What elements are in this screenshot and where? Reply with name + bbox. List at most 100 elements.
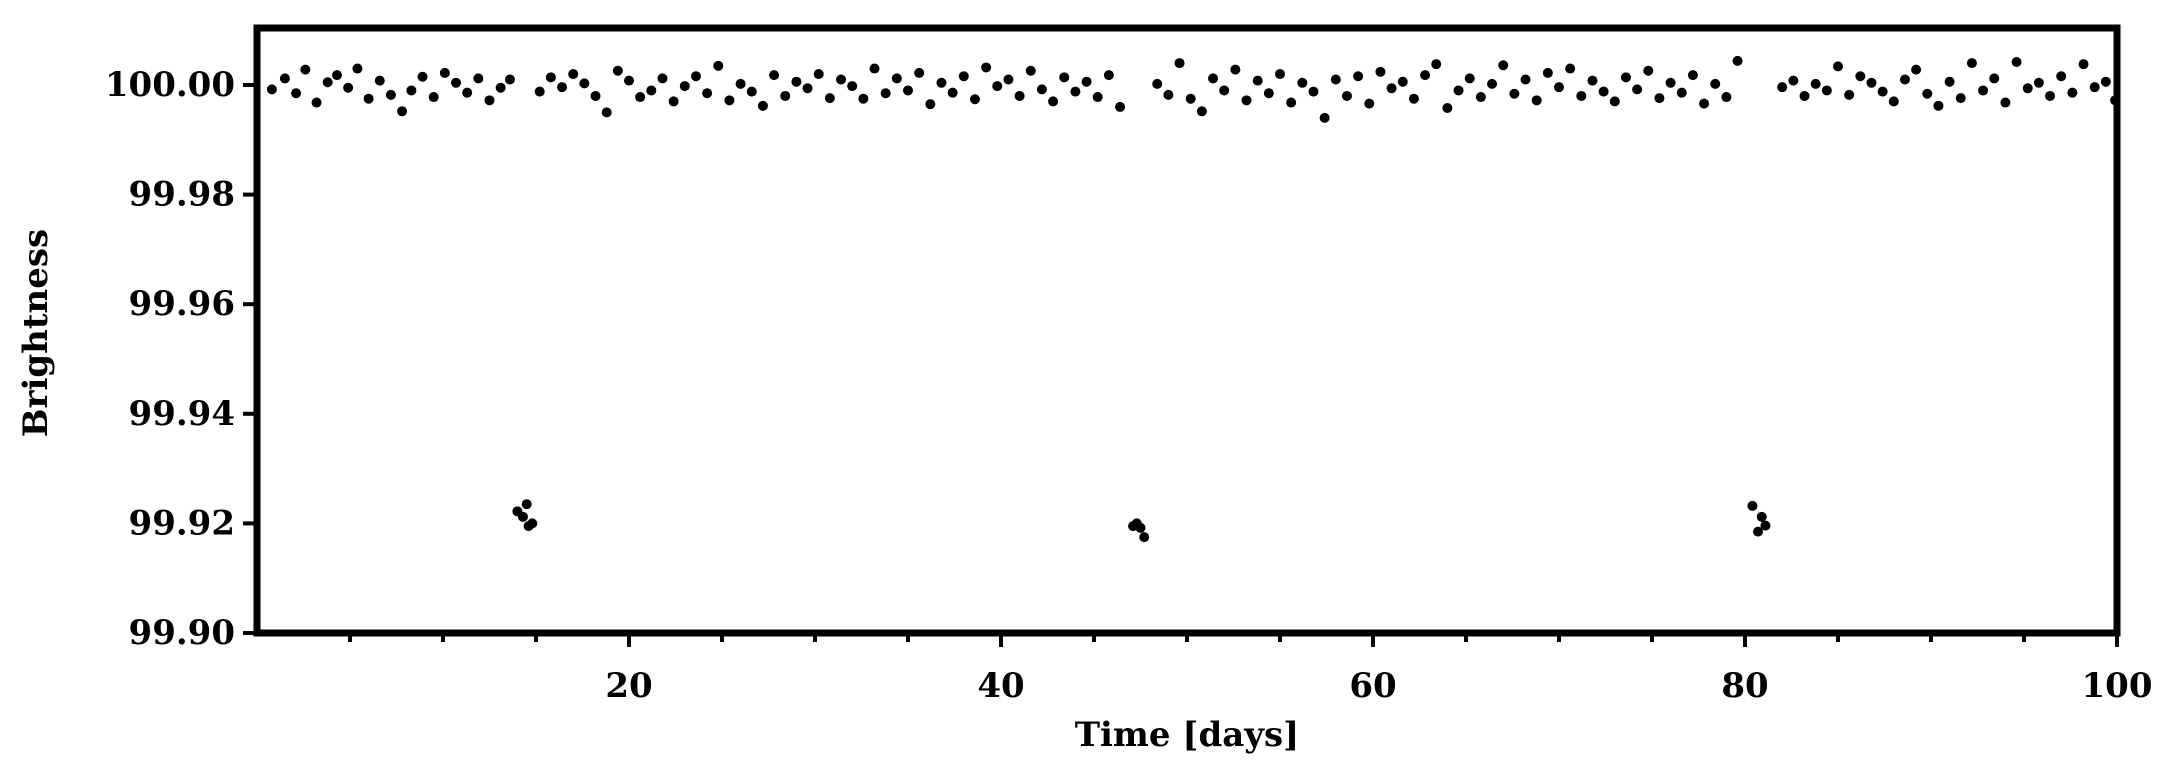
data-point <box>1297 77 1308 88</box>
data-point <box>969 94 980 105</box>
data-point <box>1855 71 1866 82</box>
data-point <box>1185 93 1196 104</box>
data-point <box>1014 90 1025 101</box>
data-point <box>1620 72 1631 83</box>
data-point <box>1353 71 1364 82</box>
data-point <box>1475 92 1486 103</box>
data-point <box>1386 83 1397 94</box>
data-point <box>1911 64 1922 75</box>
data-point <box>1003 74 1014 85</box>
data-point <box>769 70 780 81</box>
data-point <box>568 69 579 80</box>
data-point <box>1710 78 1721 89</box>
data-point <box>679 81 690 92</box>
data-point <box>2000 97 2011 108</box>
data-point <box>1676 87 1687 98</box>
data-point <box>1252 75 1263 86</box>
data-point <box>1955 93 1966 104</box>
data-point <box>352 63 363 74</box>
data-point <box>958 71 969 82</box>
data-point <box>1163 89 1174 100</box>
data-point <box>374 75 385 86</box>
y-tick-label: 99.96 <box>129 284 235 324</box>
data-point <box>802 83 813 94</box>
data-point <box>1420 70 1431 81</box>
data-point <box>1799 90 1810 101</box>
data-point <box>813 69 824 80</box>
data-point <box>1687 70 1698 81</box>
data-point <box>947 87 958 98</box>
data-point <box>1509 88 1520 99</box>
data-point <box>1788 75 1799 86</box>
data-point <box>417 71 428 82</box>
data-point <box>1760 520 1771 531</box>
data-point <box>869 63 880 74</box>
data-point <box>1498 60 1509 71</box>
data-point <box>1364 98 1375 109</box>
data-point <box>1036 84 1047 95</box>
y-tick-label: 99.92 <box>129 503 235 543</box>
data-point <box>2078 59 2089 70</box>
data-point <box>1375 66 1386 77</box>
data-point <box>1092 92 1103 103</box>
data-point <box>746 86 757 97</box>
data-point <box>936 77 947 88</box>
y-axis-label: Brightness <box>16 229 56 437</box>
data-point <box>2056 71 2067 82</box>
data-point <box>1777 82 1788 93</box>
data-point <box>2033 77 2044 88</box>
data-point <box>735 78 746 89</box>
data-point <box>1922 88 1933 99</box>
data-point <box>451 77 462 88</box>
data-point <box>1844 89 1855 100</box>
data-point <box>1699 98 1710 109</box>
data-point <box>1081 76 1092 87</box>
x-tick-label: 80 <box>1721 666 1768 706</box>
data-point <box>1341 90 1352 101</box>
data-point <box>1531 95 1542 106</box>
x-tick-label: 40 <box>977 666 1024 706</box>
data-point <box>1070 86 1081 97</box>
data-point <box>406 85 417 96</box>
data-point <box>1431 59 1442 70</box>
data-point <box>517 511 528 522</box>
data-point <box>1319 112 1330 123</box>
data-point <box>1263 88 1274 99</box>
data-point <box>1756 511 1767 522</box>
data-point <box>1598 86 1609 97</box>
data-point <box>1721 92 1732 103</box>
data-point <box>1048 96 1059 107</box>
data-point <box>1643 65 1654 76</box>
data-point <box>579 78 590 89</box>
data-point <box>1933 100 1944 111</box>
data-point <box>1576 90 1587 101</box>
data-point <box>1989 73 2000 84</box>
data-point <box>311 97 322 108</box>
data-point <box>836 74 847 85</box>
data-point <box>300 64 311 75</box>
data-point <box>1877 86 1888 97</box>
data-point <box>1230 64 1241 75</box>
data-point <box>1139 532 1150 543</box>
data-point <box>495 82 506 93</box>
data-point <box>1888 96 1899 107</box>
data-point <box>363 93 374 104</box>
data-point <box>791 76 802 87</box>
data-point <box>1059 72 1070 83</box>
data-point <box>2011 56 2022 67</box>
data-point <box>646 85 657 96</box>
data-point <box>521 499 532 510</box>
data-point <box>992 81 1003 92</box>
data-point <box>891 73 902 84</box>
data-point <box>1899 74 1910 85</box>
data-point <box>2100 76 2111 87</box>
data-point <box>612 65 623 76</box>
data-point <box>504 74 515 85</box>
data-point <box>1821 85 1832 96</box>
data-point <box>557 82 568 93</box>
data-point <box>724 95 735 106</box>
data-point <box>1208 73 1219 84</box>
data-point <box>1520 74 1531 85</box>
y-tick-label: 99.90 <box>129 613 235 653</box>
